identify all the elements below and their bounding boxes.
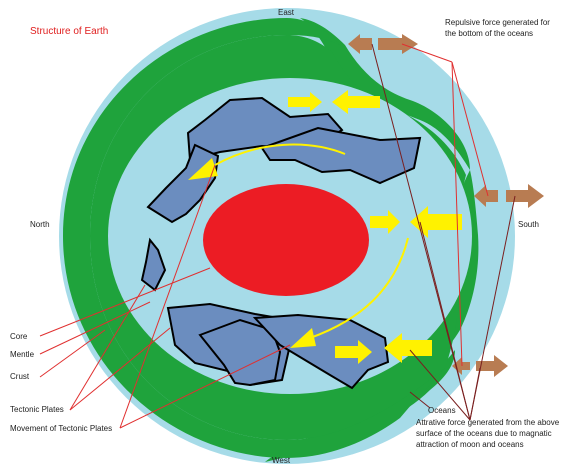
repulsive-arrow-left bbox=[348, 34, 372, 54]
direction-west: West bbox=[272, 456, 291, 465]
force-arrow-left bbox=[384, 333, 432, 363]
repulsive-arrow-pair-bottom bbox=[452, 355, 508, 377]
repulsive-arrow-pair-middle bbox=[474, 184, 544, 208]
leader-line-attractive-b bbox=[419, 221, 471, 421]
force-arrow-left bbox=[410, 206, 462, 238]
leader-line-repulsive-b bbox=[451, 61, 489, 197]
repulsive-arrow-right bbox=[378, 34, 418, 54]
force-arrow-right bbox=[288, 92, 322, 112]
repulsive-arrow-right bbox=[506, 184, 544, 208]
repulsive-arrow-pair-top bbox=[348, 34, 418, 54]
force-arrow-right bbox=[335, 340, 372, 364]
plate-movement-arrowhead bbox=[290, 328, 316, 348]
label-crust: Crust bbox=[10, 372, 30, 381]
leader-line-repulsive-c bbox=[451, 61, 463, 367]
label-movement-of-plates: Movement of Tectonic Plates bbox=[10, 424, 113, 433]
label-attractive-force-line-2: surface of the oceans due to magnatic bbox=[416, 429, 552, 438]
plate-movement-arrowhead bbox=[188, 158, 218, 180]
leader-line-attractive-e bbox=[469, 367, 481, 421]
leader-lines bbox=[39, 43, 489, 429]
plate-movement-arrow bbox=[309, 237, 409, 339]
leader-line-plates-b bbox=[69, 327, 171, 411]
label-core: Core bbox=[10, 332, 28, 341]
repulsive-arrow-left bbox=[474, 185, 498, 207]
label-tectonic-plates: Tectonic Plates bbox=[10, 405, 64, 414]
core bbox=[203, 184, 369, 296]
label-repulsive-force-line-1: Repulsive force generated for bbox=[445, 18, 550, 27]
direction-north: North bbox=[30, 220, 50, 229]
tectonic-plate bbox=[260, 126, 422, 185]
leader-line-oceans bbox=[409, 391, 431, 409]
force-arrow-left bbox=[332, 90, 380, 114]
leader-line-repulsive-a bbox=[401, 43, 453, 63]
diagram-title: Structure of Earth bbox=[30, 26, 109, 37]
leader-line-mentle bbox=[39, 301, 151, 355]
plate-movement-arrow bbox=[214, 143, 346, 166]
label-attractive-force-line-3: attraction of moon and oceans bbox=[416, 440, 524, 449]
force-arrow-pair-middle bbox=[370, 206, 462, 238]
leader-line-movement-a bbox=[119, 344, 291, 429]
label-attractive-force-line-1: Attrative force generated from the above bbox=[416, 418, 560, 427]
force-arrow-pair-top bbox=[288, 90, 380, 114]
repulsive-arrow-left bbox=[452, 357, 470, 375]
label-mentle: Mentle bbox=[10, 350, 35, 359]
attractive-leader-lines bbox=[371, 43, 516, 421]
leader-line-attractive-d bbox=[409, 349, 471, 421]
tectonic-plate bbox=[146, 143, 220, 224]
repulsive-arrow-right bbox=[476, 355, 508, 377]
tectonic-plate bbox=[198, 318, 282, 387]
leader-line-movement-b bbox=[119, 164, 216, 429]
leader-line-crust bbox=[39, 329, 106, 378]
force-arrow-pair-bottom bbox=[335, 333, 432, 364]
label-repulsive-force-line-2: the bottom of the oceans bbox=[445, 29, 534, 38]
leader-line-core bbox=[39, 267, 211, 337]
label-oceans: Oceans bbox=[428, 406, 456, 415]
tectonic-plate bbox=[252, 313, 390, 390]
leader-line-plates-a bbox=[69, 284, 146, 411]
force-arrow-right bbox=[370, 210, 400, 234]
direction-east: East bbox=[278, 8, 295, 17]
direction-south: South bbox=[518, 220, 539, 229]
